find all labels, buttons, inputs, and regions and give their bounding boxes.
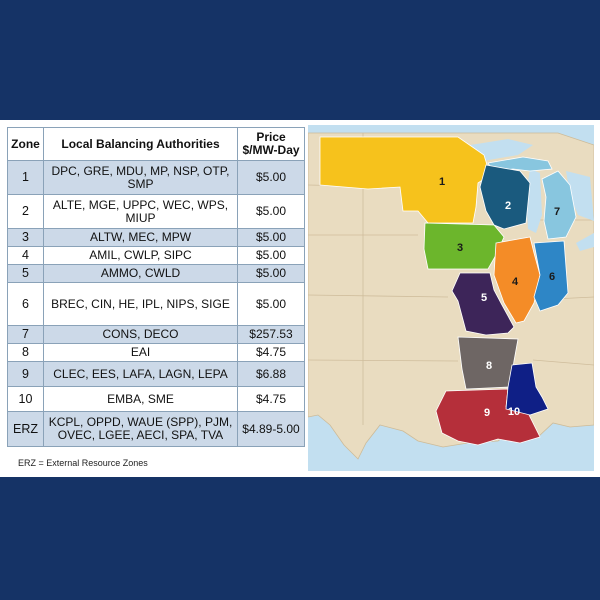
lba-cell: EMBA, SME <box>43 386 238 412</box>
zone-map: 1 2 3 4 5 6 7 8 9 10 <box>308 125 594 471</box>
zone10-region <box>505 362 549 416</box>
zone5-label: 5 <box>481 292 487 304</box>
price-cell: $4.75 <box>237 386 305 412</box>
zone-cell: 9 <box>7 361 44 387</box>
zone-cell: 6 <box>7 282 44 326</box>
zone10-label: 10 <box>508 406 520 418</box>
zone2-region <box>479 164 531 230</box>
price-cell: $257.53 <box>237 325 305 344</box>
zone-cell: 2 <box>7 194 44 229</box>
footnote: ERZ = External Resource Zones <box>18 458 148 468</box>
lba-cell: AMIL, CWLP, SIPC <box>43 246 238 265</box>
price-cell: $5.00 <box>237 160 305 195</box>
zone3-region <box>423 222 505 270</box>
zone-cell: ERZ <box>7 411 44 447</box>
zone1-region <box>319 136 491 224</box>
zone-cell: 5 <box>7 264 44 283</box>
table-header-row: Zone Local Balancing Authorities Price $… <box>7 127 305 161</box>
lba-cell: EAI <box>43 343 238 362</box>
lba-cell: CONS, DECO <box>43 325 238 344</box>
table-row: 10 EMBA, SME $4.75 <box>7 386 305 412</box>
lba-cell: ALTW, MEC, MPW <box>43 228 238 247</box>
price-cell: $4.75 <box>237 343 305 362</box>
zone4-label: 4 <box>512 276 519 288</box>
table-row: 7 CONS, DECO $257.53 <box>7 325 305 344</box>
price-cell: $6.88 <box>237 361 305 387</box>
zone6-region <box>533 240 569 312</box>
lba-cell: KCPL, OPPD, WAUE (SPP), PJM, OVEC, LGEE,… <box>43 411 238 447</box>
zone5-region <box>451 272 515 336</box>
zone7-label: 7 <box>554 206 560 218</box>
lba-cell: CLEC, EES, LAFA, LAGN, LEPA <box>43 361 238 387</box>
header-price: Price $/MW-Day <box>237 127 305 161</box>
zone-price-table: Zone Local Balancing Authorities Price $… <box>7 127 305 447</box>
price-cell: $5.00 <box>237 282 305 326</box>
price-cell: $4.89-5.00 <box>237 411 305 447</box>
zone-cell: 8 <box>7 343 44 362</box>
lba-cell: BREC, CIN, HE, IPL, NIPS, SIGE <box>43 282 238 326</box>
table-row: 4 AMIL, CWLP, SIPC $5.00 <box>7 246 305 265</box>
lba-cell: ALTE, MGE, UPPC, WEC, WPS, MIUP <box>43 194 238 229</box>
price-cell: $5.00 <box>237 194 305 229</box>
zone3-label: 3 <box>457 242 463 254</box>
zone-cell: 10 <box>7 386 44 412</box>
table-row: 8 EAI $4.75 <box>7 343 305 362</box>
zone1-label: 1 <box>439 176 445 188</box>
zone-cell: 3 <box>7 228 44 247</box>
table-row: ERZ KCPL, OPPD, WAUE (SPP), PJM, OVEC, L… <box>7 411 305 447</box>
zone-cell: 7 <box>7 325 44 344</box>
table-row: 9 CLEC, EES, LAFA, LAGN, LEPA $6.88 <box>7 361 305 387</box>
lake-erie <box>576 233 594 251</box>
table-row: 6 BREC, CIN, HE, IPL, NIPS, SIGE $5.00 <box>7 282 305 326</box>
price-cell: $5.00 <box>237 228 305 247</box>
header-zone: Zone <box>7 127 44 161</box>
price-cell: $5.00 <box>237 264 305 283</box>
lba-cell: AMMO, CWLD <box>43 264 238 283</box>
zone6-label: 6 <box>549 271 555 283</box>
zone8-label: 8 <box>486 360 492 372</box>
price-cell: $5.00 <box>237 246 305 265</box>
zone-cell: 1 <box>7 160 44 195</box>
zone-cell: 4 <box>7 246 44 265</box>
content-card: Zone Local Balancing Authorities Price $… <box>0 120 600 477</box>
zone4-region <box>493 236 541 324</box>
table-row: 2 ALTE, MGE, UPPC, WEC, WPS, MIUP $5.00 <box>7 194 305 229</box>
zone2-label: 2 <box>505 200 511 212</box>
table-row: 1 DPC, GRE, MDU, MP, NSP, OTP, SMP $5.00 <box>7 160 305 195</box>
table-row: 5 AMMO, CWLD $5.00 <box>7 264 305 283</box>
header-lba: Local Balancing Authorities <box>43 127 238 161</box>
table-row: 3 ALTW, MEC, MPW $5.00 <box>7 228 305 247</box>
lba-cell: DPC, GRE, MDU, MP, NSP, OTP, SMP <box>43 160 238 195</box>
lake-huron <box>566 171 594 221</box>
zone7-region <box>541 170 577 240</box>
zone9-label: 9 <box>484 407 490 419</box>
